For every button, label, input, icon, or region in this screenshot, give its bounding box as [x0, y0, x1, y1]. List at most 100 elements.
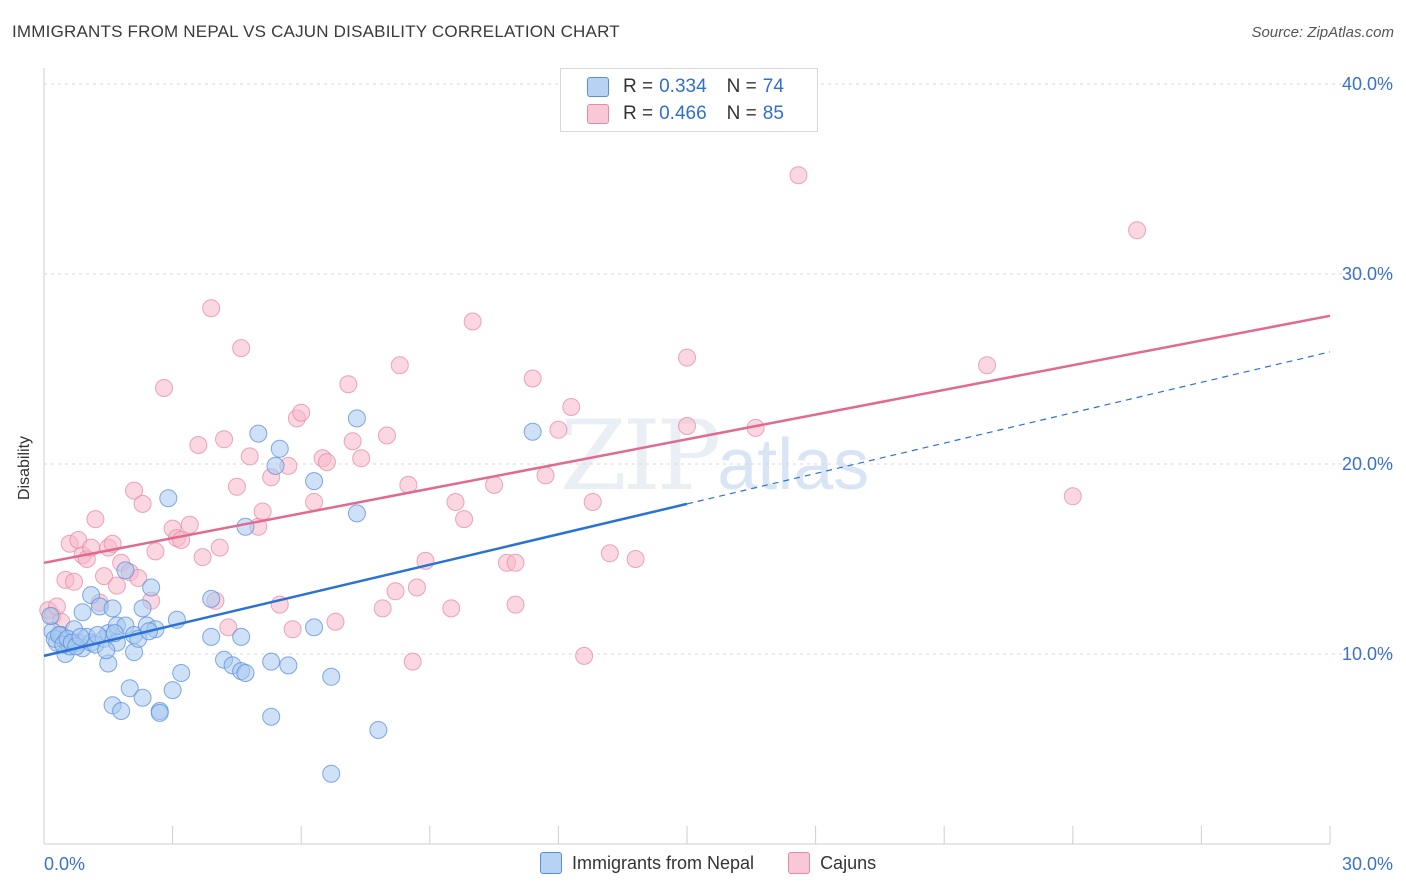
- nepal-point: [142, 578, 161, 597]
- legend-swatch-cajun: [788, 852, 811, 874]
- y-tick-label: 30.0%: [1342, 264, 1393, 284]
- nepal-point: [523, 422, 542, 441]
- cajun-point: [463, 312, 482, 331]
- cajun-point: [240, 447, 259, 466]
- cajun-point: [189, 436, 208, 454]
- cajun-point: [789, 166, 808, 185]
- cajun-point: [678, 417, 696, 435]
- cajun-point: [202, 299, 221, 318]
- cajun-point: [65, 572, 84, 591]
- legend-r-label: R =: [623, 76, 654, 97]
- nepal-point: [103, 599, 122, 618]
- nepal-point: [172, 664, 191, 682]
- legend-row-cajun: R = 0.466 N = 85: [587, 101, 790, 127]
- nepal-point: [150, 703, 169, 722]
- cajun-point: [133, 494, 152, 513]
- source-credit: Source: ZipAtlas.com: [1251, 24, 1394, 41]
- cajun-point: [283, 620, 302, 639]
- cajun-point: [536, 466, 555, 485]
- cajun-point: [485, 475, 504, 494]
- nepal-point: [347, 504, 366, 523]
- cajun-point: [86, 510, 105, 529]
- cajun-point: [506, 595, 525, 614]
- cajun-point: [549, 420, 568, 439]
- cajun-point: [583, 493, 602, 511]
- cajun-point: [107, 576, 126, 595]
- nepal-point: [133, 599, 152, 618]
- cajun-point: [442, 599, 461, 618]
- nepal-point: [249, 424, 268, 443]
- nepal-point: [41, 607, 60, 625]
- legend-label-cajun: Cajuns: [820, 852, 877, 873]
- nepal-point: [322, 764, 341, 783]
- legend-swatch-cajun: [587, 104, 609, 124]
- cajun-point: [455, 510, 474, 529]
- cajun-point: [232, 339, 251, 358]
- cajun-point: [343, 432, 362, 451]
- cajun-point: [253, 502, 272, 521]
- nepal-point: [71, 627, 90, 646]
- cajun-point: [626, 550, 645, 568]
- cajun-point: [352, 449, 371, 468]
- chart-title: IMMIGRANTS FROM NEPAL VS CAJUN DISABILIT…: [12, 22, 620, 41]
- cajun-point: [326, 612, 345, 631]
- legend-item-cajun[interactable]: Cajuns: [788, 852, 876, 874]
- nepal-point: [279, 656, 298, 675]
- nepal-point: [347, 409, 366, 428]
- legend-n-value: 74: [762, 76, 784, 97]
- nepal-point: [236, 664, 255, 682]
- cajun-point: [373, 599, 392, 618]
- y-tick-label: 40.0%: [1342, 74, 1393, 94]
- nepal-point: [270, 439, 289, 458]
- nepal-point: [202, 589, 221, 608]
- cajun-point: [600, 544, 619, 563]
- cajun-point: [339, 375, 358, 394]
- nepal-point: [120, 679, 139, 698]
- cajun-point: [305, 493, 324, 511]
- cajun-point: [215, 430, 234, 449]
- nepal-point: [305, 472, 324, 491]
- legend-n-label: N =: [726, 103, 757, 124]
- watermark-atlas: atlas: [717, 425, 870, 505]
- nepal-point: [159, 489, 178, 508]
- cajun-point: [377, 426, 396, 445]
- nepal-point: [202, 627, 221, 646]
- nepal-point: [232, 627, 251, 646]
- watermark-zip: ZIP: [560, 400, 721, 512]
- legend-row-nepal: R = 0.334 N = 74: [587, 74, 790, 100]
- cajun-point: [562, 398, 581, 416]
- x-tick-label: 30.0%: [1342, 854, 1393, 874]
- cajun-point: [210, 538, 229, 557]
- cajun-point: [155, 379, 174, 397]
- cajun-point: [193, 548, 212, 567]
- legend-r-label: R =: [623, 103, 654, 124]
- cajun-point: [446, 493, 465, 511]
- watermark: ZIPatlas: [560, 400, 869, 512]
- legend-label-nepal: Immigrants from Nepal: [572, 852, 755, 873]
- nepal-point: [322, 667, 341, 686]
- legend-n-value: 85: [762, 103, 784, 124]
- cajun-point: [125, 481, 144, 500]
- cajun-point: [523, 369, 542, 388]
- cajun-point: [403, 652, 422, 671]
- nepal-point: [266, 456, 285, 475]
- legend-r-value: 0.466: [659, 103, 707, 124]
- nepal-trend-line: [43, 502, 688, 658]
- nepal-point: [133, 688, 152, 707]
- nepal-point: [73, 603, 92, 622]
- cajun-point: [390, 356, 409, 375]
- nepal-point: [112, 702, 131, 720]
- x-tick-label: 0.0%: [44, 854, 85, 874]
- nepal-point: [163, 681, 182, 700]
- legend-n-label: N =: [726, 76, 757, 97]
- legend-item-nepal[interactable]: Immigrants from Nepal: [540, 852, 754, 874]
- nepal-point: [236, 517, 255, 536]
- correlation-legend: R = 0.334 N = 74 R = 0.466 N = 85: [560, 68, 818, 132]
- cajun-point: [95, 567, 114, 586]
- cajun-point: [219, 618, 238, 637]
- nepal-point: [262, 707, 281, 726]
- cajun-point: [227, 477, 246, 496]
- legend-r-value: 0.334: [659, 76, 707, 97]
- cajun-point: [1063, 487, 1082, 506]
